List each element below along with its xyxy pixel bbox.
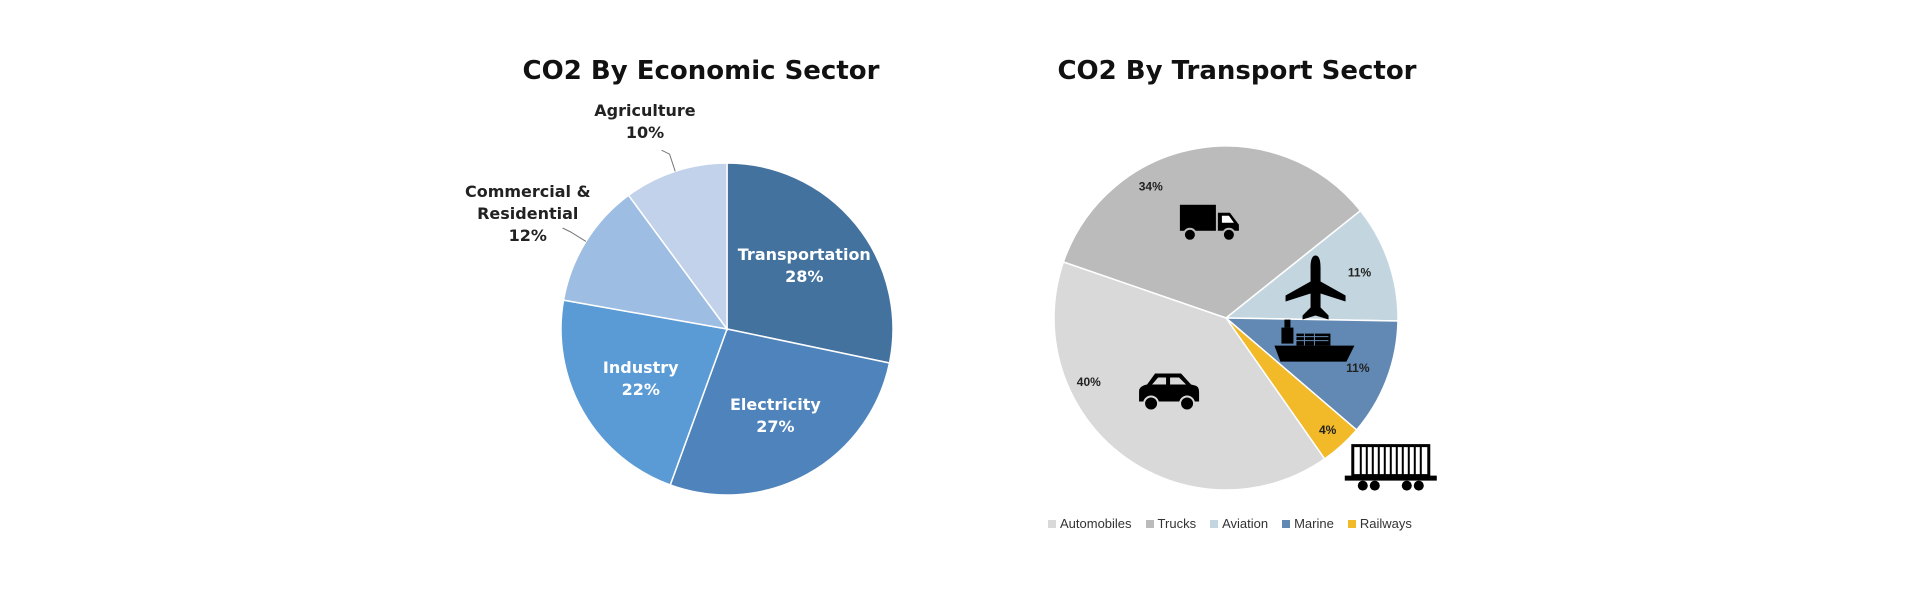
category-label-commercial-residential: Residential — [477, 204, 578, 223]
value-label-electricity: 27% — [756, 417, 794, 436]
legend-swatch-trucks — [1145, 519, 1154, 528]
value-label-railways: 4% — [1319, 423, 1337, 437]
value-label-trucks: 34% — [1139, 180, 1163, 194]
legend-swatch-aviation — [1210, 519, 1219, 528]
category-label-transportation: Transportation — [738, 245, 871, 264]
value-label-aviation: 11% — [1348, 266, 1372, 280]
slice-industry — [560, 299, 729, 486]
legend-swatch-marine — [1282, 519, 1291, 528]
legend-label-marine: Marine — [1294, 516, 1334, 531]
legend-swatch-automobiles — [1048, 519, 1056, 528]
value-label-marine: 11% — [1346, 361, 1370, 375]
legend-label-automobiles: Automobiles — [1060, 516, 1132, 531]
slice-automobiles — [1053, 261, 1326, 491]
legend-label-trucks: Trucks — [1157, 516, 1197, 531]
legend-item-marine: Marine — [1282, 516, 1334, 531]
value-label-automobiles: 40% — [1077, 375, 1101, 389]
leader-line-agriculture — [661, 149, 676, 172]
leader-line-commercial-residential — [562, 227, 587, 242]
slice-trucks — [1062, 145, 1362, 319]
transport-sector-legend: Automobiles Trucks Aviation Marine Railways — [1048, 516, 1412, 531]
value-label-commercial-residential: 12% — [509, 226, 547, 245]
value-label-agriculture: 10% — [626, 123, 664, 142]
category-label-agriculture: Agriculture — [594, 101, 696, 120]
slice-electricity — [669, 328, 891, 496]
economic-sector-chart-title: CO2 By Economic Sector — [522, 56, 880, 86]
legend-item-trucks: Trucks — [1145, 516, 1197, 531]
category-label-industry: Industry — [603, 358, 679, 377]
legend-item-aviation: Aviation — [1210, 516, 1268, 531]
slice-marine — [1223, 317, 1399, 431]
value-label-industry: 22% — [622, 380, 660, 399]
value-label-transportation: 28% — [785, 267, 823, 286]
train-car-icon — [1343, 444, 1439, 493]
legend-label-railways: Railways — [1359, 516, 1412, 531]
legend-label-aviation: Aviation — [1222, 516, 1269, 531]
slice-transportation — [726, 162, 894, 364]
legend-item-automobiles: Automobiles — [1048, 516, 1132, 531]
transport-sector-chart-title: CO2 By Transport Sector — [1057, 56, 1417, 86]
category-label-commercial-residential: Commercial & — [465, 182, 591, 201]
legend-swatch-railways — [1347, 519, 1356, 528]
legend-item-railways: Railways — [1347, 516, 1412, 531]
category-label-electricity: Electricity — [730, 395, 821, 414]
